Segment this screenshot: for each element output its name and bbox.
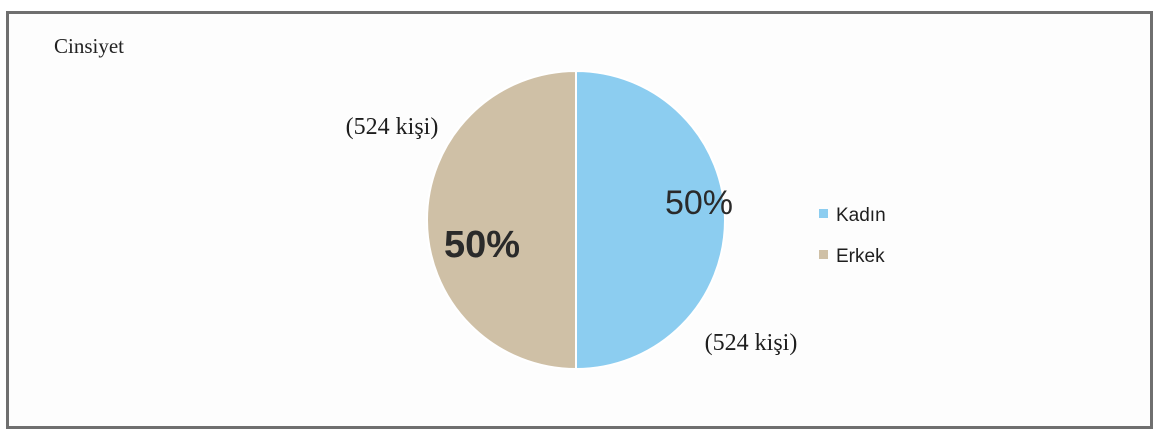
slice-count-label-erkek: (524 kişi) [346,114,439,140]
legend: Kadın Erkek [819,205,886,267]
slice-count-label-kadin: (524 kişi) [705,330,798,356]
chart-title: Cinsiyet [54,34,125,58]
legend-swatch-kadin [819,209,828,218]
legend-swatch-erkek [819,250,828,259]
pie-slice-erkek [426,69,577,371]
legend-label-erkek: Erkek [836,246,885,267]
pie-slice-kad-n [575,69,726,371]
pie-slices [426,69,726,371]
legend-label-kadin: Kadın [836,205,886,226]
slice-percent-label-kadin: 50% [665,184,733,222]
slice-percent-label-erkek: 50% [444,224,520,266]
